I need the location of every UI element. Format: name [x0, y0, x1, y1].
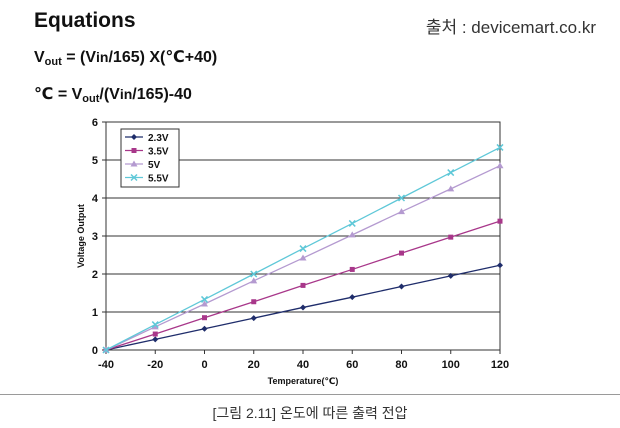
data-point [152, 331, 158, 337]
y-tick-label: 5 [92, 155, 98, 167]
y-tick-label: 0 [92, 345, 98, 357]
marker-stroke [397, 194, 406, 202]
y-tick-label: 4 [92, 193, 99, 205]
x-tick-label: 100 [442, 359, 460, 371]
voltage-temperature-chart: 0 1 2 3 4 5 6 -40 -20 0 20 40 60 80 100 120 Temperature(… [76, 117, 509, 386]
page-title: Equations [34, 9, 136, 32]
x-tick-label: 120 [491, 359, 509, 371]
data-point [200, 295, 209, 303]
data-point [447, 185, 455, 192]
eq2-in-subscript: in [119, 86, 133, 102]
figure-caption: [그림 2.11] 온도에 따른 출력 전압 [212, 405, 408, 421]
eq1-v: V [34, 49, 45, 66]
data-point [131, 148, 137, 153]
data-point [349, 266, 355, 272]
marker-stroke [151, 321, 159, 329]
data-point [251, 299, 257, 305]
source-credit: 출처 : devicemart.co.kr [425, 18, 596, 37]
data-point [397, 194, 406, 202]
legend: 2.3V 3.5V 5V 5.5V [120, 128, 180, 188]
x-tick-label: 80 [395, 359, 407, 371]
data-point [201, 325, 208, 332]
equation-vout: Vout = (Vin/165) X(℃+40) [34, 47, 217, 68]
y-tick-label: 2 [92, 269, 98, 281]
eq2-rest: /165)-40 [132, 86, 192, 103]
data-point [250, 315, 257, 322]
data-point [398, 208, 405, 215]
eq2-mid: /(V [99, 86, 120, 103]
data-point [130, 173, 138, 182]
x-tick-label: 20 [248, 359, 260, 371]
data-point [348, 219, 356, 227]
caption-divider [0, 394, 620, 395]
marker-stroke [348, 219, 356, 227]
data-point [496, 162, 504, 169]
legend-item: 5.5V [125, 174, 169, 185]
marker-stroke [447, 169, 455, 177]
x-axis-label: Temperature(℃) [268, 376, 339, 386]
data-point [448, 234, 454, 240]
series-4 [102, 143, 504, 354]
equation-celsius: ℃ = Vout/(Vin/165)-40 [34, 84, 192, 105]
legend-label: 5V [148, 160, 161, 171]
data-point [102, 346, 110, 354]
data-point [447, 169, 455, 177]
data-point [300, 304, 306, 311]
data-point [348, 231, 356, 238]
marker-stroke [130, 173, 138, 182]
data-point [349, 294, 356, 301]
marker-stroke [102, 346, 110, 354]
data-point [497, 218, 503, 224]
x-tick-label: 60 [346, 359, 358, 371]
marker-stroke [496, 143, 504, 151]
eq1-in-subscript: in [96, 49, 109, 65]
eq1-mid: = (V [61, 49, 97, 66]
data-point [299, 254, 307, 261]
data-point [151, 321, 159, 329]
data-point [496, 143, 504, 151]
legend-item: 2.3V [125, 133, 169, 144]
y-axis-label: Voltage Output [76, 204, 86, 268]
series-3 [102, 162, 504, 353]
data-point [300, 282, 306, 288]
y-tick-label: 3 [92, 231, 98, 243]
data-point [202, 315, 207, 321]
eq1-out-subscript: out [44, 56, 62, 68]
data-point [201, 300, 208, 307]
x-tick-label: 40 [297, 359, 309, 371]
marker-stroke [250, 270, 258, 278]
data-point [130, 160, 138, 167]
data-point [497, 262, 503, 269]
data-point [151, 323, 159, 330]
legend-label: 2.3V [148, 133, 169, 144]
data-point [399, 250, 404, 256]
x-tick-label: -20 [147, 359, 163, 371]
marker-stroke [299, 245, 307, 253]
legend-item: 3.5V [125, 147, 169, 158]
data-point [398, 283, 405, 290]
x-tick-label: -40 [98, 359, 114, 371]
legend-item: 5V [125, 160, 161, 171]
legend-label: 3.5V [148, 147, 169, 158]
legend-label: 5.5V [148, 174, 169, 185]
eq2-out-subscript: out [82, 93, 100, 105]
data-point [299, 245, 307, 253]
y-tick-label: 1 [92, 307, 98, 319]
data-point [131, 134, 137, 140]
eq1-rest: /165) X(℃+40) [108, 49, 218, 66]
data-point [250, 277, 258, 284]
y-tick-label: 6 [92, 117, 98, 129]
data-point [152, 336, 159, 343]
x-tick-label: 0 [201, 359, 207, 371]
data-point [250, 270, 258, 278]
data-point [447, 272, 454, 279]
marker-stroke [200, 295, 209, 303]
eq2-deg: ℃ = V [34, 86, 83, 103]
